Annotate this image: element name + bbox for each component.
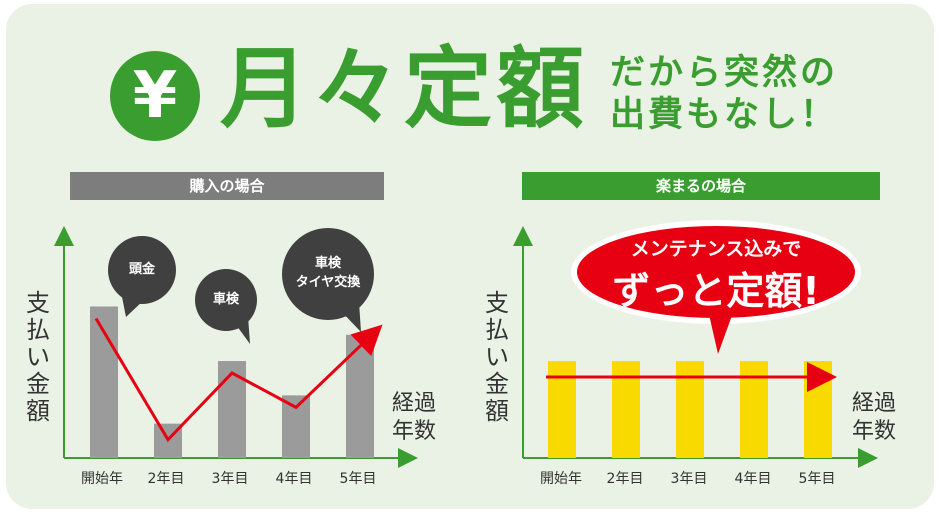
purchase-case-label: 購入の場合 [70,172,384,200]
left-tick-label: 開始年 [81,471,123,487]
left-bar-4 [282,395,310,458]
main-title: 月々定額 [220,37,589,140]
right-x-axis-label-1: 経過 [852,391,897,416]
background-panel: ¥ 月々定額 だから突然の 出費もなし！ 購入の場合 楽まるの場合 [6,4,934,509]
right-tick-label: 4年目 [734,471,772,487]
bubble-label-tire-change: タイヤ交換 [295,275,361,290]
left-tick-label: 2年目 [147,471,185,487]
left-y-axis-label: 支払い金額 [26,289,50,425]
left-bar-5 [346,334,374,458]
bubble-label-down-payment: 頭金 [128,262,155,277]
right-tick-label: 3年目 [670,471,708,487]
right-tick-label: 2年目 [606,471,644,487]
rakumaru-case-label: 楽まるの場合 [522,172,880,200]
right-x-axis-label-2: 年数 [852,419,897,444]
bubble-down-payment [108,236,176,317]
right-y-axis-label: 支払い金額 [485,289,509,425]
left-tick-label: 5年目 [339,471,377,487]
bubble-inspection [195,269,257,344]
tagline-line-2: 出費もなし！ [610,95,839,135]
callout-line-2: ずっと定額! [612,269,820,313]
yen-icon: ¥ [110,51,200,141]
right-tick-label: 開始年 [540,471,582,487]
bubble-label-inspection-2: 車検 [314,256,341,271]
bubble-label-inspection: 車検 [212,292,239,307]
red-callout [571,220,861,354]
tagline-line-1: だから突然の [610,53,839,93]
left-bar-3 [218,361,246,458]
left-tick-label: 4年目 [275,471,313,487]
right-tick-label: 5年目 [798,471,836,487]
left-x-axis-label-2: 年数 [392,419,437,444]
left-trend-line [94,317,383,443]
comparison-charts [54,220,878,468]
bubble-inspection-tires [282,228,374,332]
callout-line-1: メンテナンス込みで [630,238,802,260]
left-x-axis-label-1: 経過 [392,391,437,416]
left-tick-label: 3年目 [211,471,249,487]
